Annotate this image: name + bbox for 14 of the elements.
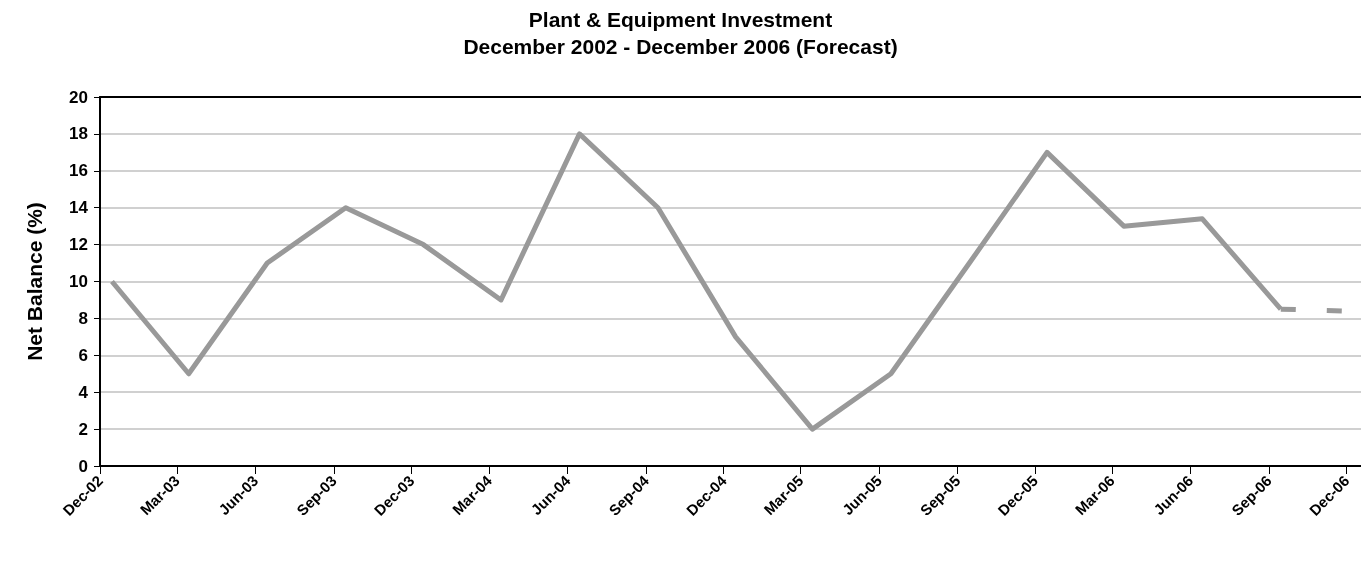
y-tick-label: 18 <box>69 124 88 144</box>
chart-subtitle: December 2002 - December 2006 (Forecast) <box>463 35 898 58</box>
y-tick-label: 0 <box>78 456 88 476</box>
y-tick-label: 2 <box>78 419 88 439</box>
y-tick-label: 8 <box>78 308 88 328</box>
y-axis-title: Net Balance (%) <box>23 202 46 361</box>
chart-title: Plant & Equipment Investment <box>528 8 833 31</box>
y-tick-label: 12 <box>69 235 88 255</box>
y-tick-label: 14 <box>69 198 89 218</box>
y-tick-label: 20 <box>69 87 88 107</box>
y-tick-label: 16 <box>69 161 88 181</box>
y-tick-label: 4 <box>78 382 89 402</box>
y-tick-label: 10 <box>69 272 88 291</box>
y-tick-label: 6 <box>78 345 88 365</box>
